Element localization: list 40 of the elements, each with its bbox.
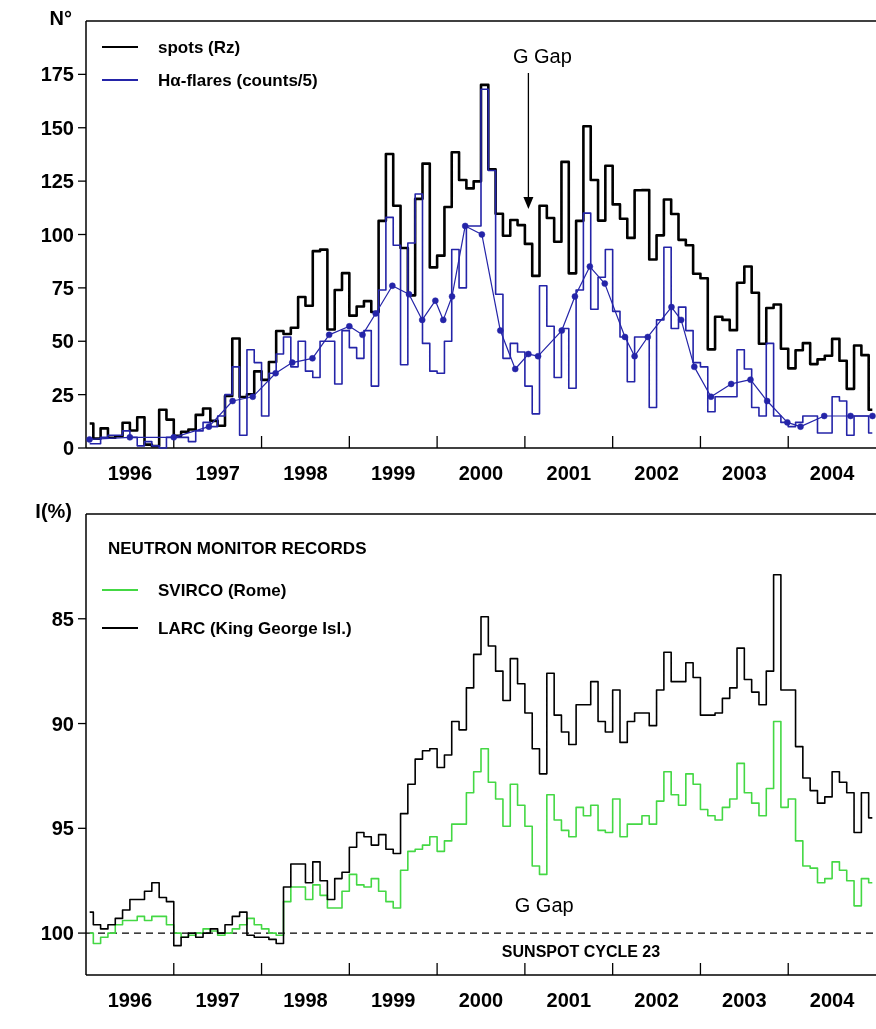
y-tick-label: 25 xyxy=(51,383,74,406)
x-tick-label: 1999 xyxy=(370,462,416,484)
x-tick-label: 2002 xyxy=(634,989,679,1011)
legend-label: Hα-flares (counts/5) xyxy=(158,71,318,90)
x-tick-label: 2001 xyxy=(546,462,592,484)
x-tick-label: 2003 xyxy=(722,462,767,484)
x-tick-label: 1999 xyxy=(370,989,416,1011)
x-tick-label: 2000 xyxy=(458,462,504,484)
y-tick-label: 100 xyxy=(40,223,74,246)
ref-line-label: SUNSPOT CYCLE 23 xyxy=(501,943,661,961)
x-tick-label: 2004 xyxy=(809,462,856,484)
legend-label: LARC (King George Isl.) xyxy=(158,619,352,638)
x-tick-label: 2001 xyxy=(546,989,592,1011)
annotation: G Gap xyxy=(514,893,574,916)
y-tick-label: 95 xyxy=(51,817,74,840)
y-tick-label: 175 xyxy=(40,63,74,86)
x-tick-label: 2004 xyxy=(809,989,856,1011)
y-tick-label: 75 xyxy=(51,276,74,299)
x-tick-label: 1996 xyxy=(107,462,153,484)
y-tick-label: 100 xyxy=(40,922,74,945)
y-axis-title: I(%) xyxy=(35,500,72,522)
legend-label: SVIRCO (Rome) xyxy=(158,581,287,600)
annotation: G Gap xyxy=(512,45,572,67)
y-tick-label: 50 xyxy=(51,330,74,353)
x-tick-label: 1997 xyxy=(195,989,240,1011)
x-tick-label: 1997 xyxy=(195,462,240,484)
x-tick-label: 2003 xyxy=(722,989,767,1011)
y-tick-label: 150 xyxy=(40,116,74,139)
x-tick-label: 1998 xyxy=(283,989,328,1011)
legend-title: NEUTRON MONITOR RECORDS xyxy=(108,539,367,558)
y-tick-label: 125 xyxy=(40,170,74,193)
x-tick-label: 2000 xyxy=(458,989,504,1011)
y-tick-label: 0 xyxy=(62,437,74,459)
legend-label: spots (Rz) xyxy=(158,38,241,57)
y-axis-title: N° xyxy=(49,7,72,29)
y-tick-label: 85 xyxy=(51,607,74,630)
x-tick-label: 1996 xyxy=(107,989,153,1011)
x-tick-label: 2002 xyxy=(634,462,679,484)
x-tick-label: 1998 xyxy=(283,462,328,484)
y-tick-label: 90 xyxy=(51,712,74,735)
